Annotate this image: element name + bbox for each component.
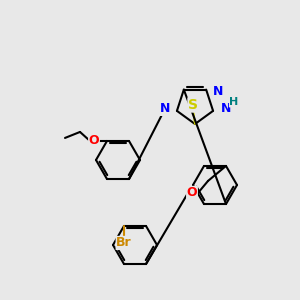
Text: O: O (187, 186, 197, 200)
Text: N: N (160, 102, 170, 116)
Text: S: S (188, 98, 198, 112)
Text: O: O (89, 134, 99, 147)
Text: H: H (230, 97, 239, 107)
Text: N: N (221, 102, 231, 116)
Text: Br: Br (116, 236, 132, 249)
Text: N: N (213, 85, 224, 98)
